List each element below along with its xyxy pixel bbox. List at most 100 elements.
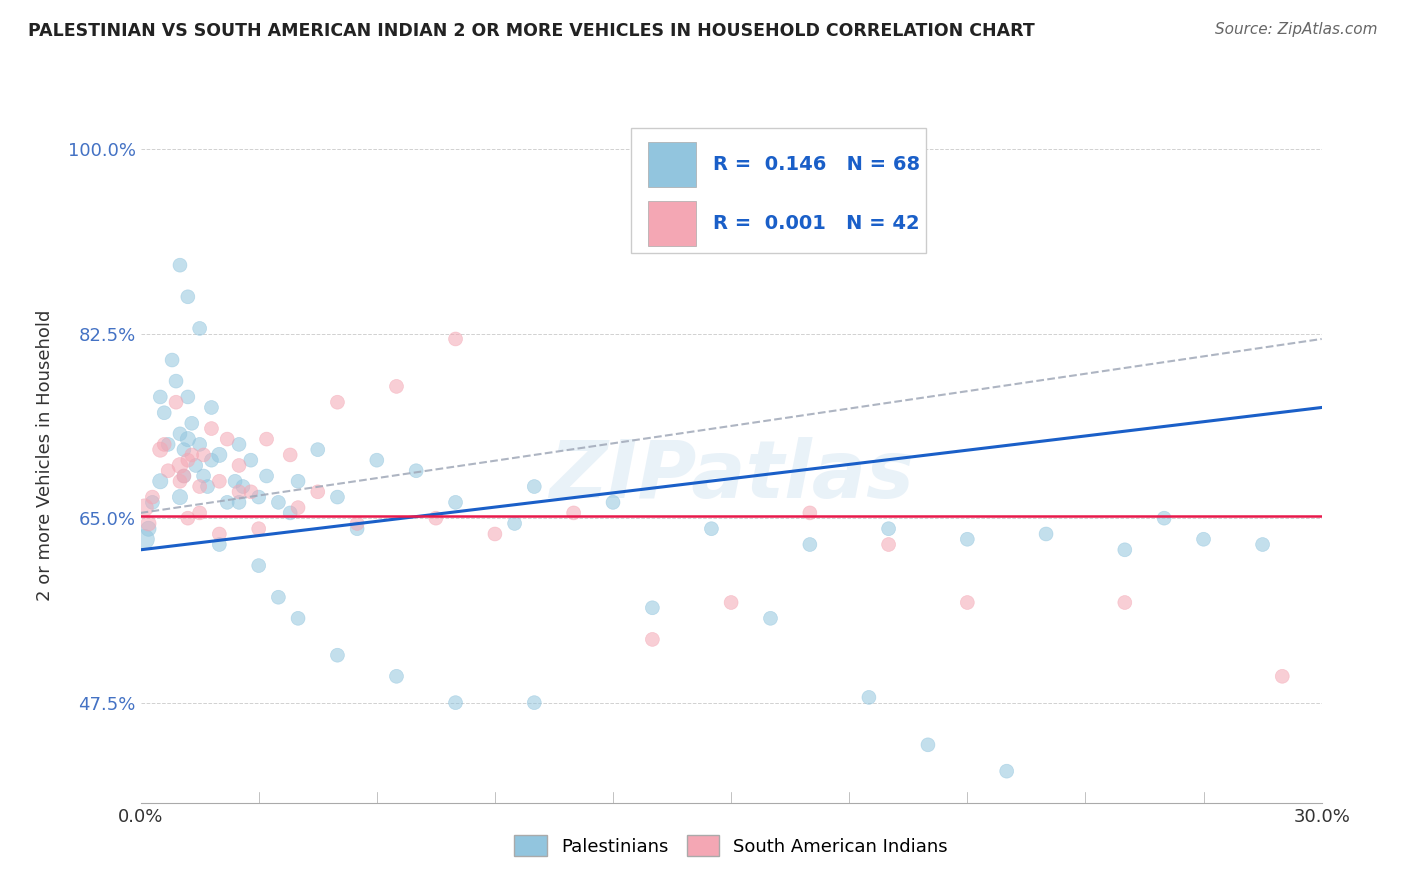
Point	[208, 448, 231, 462]
Point	[184, 458, 207, 473]
Point	[799, 537, 821, 551]
Point	[157, 437, 180, 451]
Text: R =  0.001   N = 42: R = 0.001 N = 42	[713, 214, 920, 233]
Point	[177, 432, 200, 446]
Point	[173, 469, 195, 483]
Point	[208, 475, 231, 489]
Point	[1153, 511, 1175, 525]
Point	[180, 417, 202, 431]
Point	[326, 648, 349, 663]
Point	[287, 611, 309, 625]
Point	[326, 395, 349, 409]
Point	[177, 390, 200, 404]
Point	[165, 395, 187, 409]
Point	[1114, 542, 1136, 557]
Point	[366, 453, 388, 467]
Point	[177, 511, 200, 525]
Point	[239, 453, 262, 467]
Y-axis label: 2 or more Vehicles in Household: 2 or more Vehicles in Household	[35, 310, 53, 600]
Point	[877, 537, 900, 551]
Point	[169, 258, 191, 272]
Point	[278, 448, 301, 462]
Point	[224, 475, 246, 489]
Point	[149, 475, 172, 489]
Point	[641, 600, 664, 615]
Point	[138, 522, 160, 536]
Point	[1271, 669, 1294, 683]
Point	[385, 379, 408, 393]
Point	[425, 511, 447, 525]
Point	[346, 522, 368, 536]
Point	[444, 332, 467, 346]
Point	[956, 595, 979, 609]
Point	[169, 426, 191, 441]
Point	[138, 516, 160, 531]
Point	[188, 506, 211, 520]
Point	[287, 500, 309, 515]
Point	[602, 495, 624, 509]
Point	[169, 475, 191, 489]
Point	[287, 475, 309, 489]
Point	[326, 490, 349, 504]
Point	[177, 290, 200, 304]
Point	[200, 421, 222, 435]
Point	[256, 432, 278, 446]
Point	[995, 764, 1018, 779]
Point	[405, 464, 427, 478]
Point	[247, 490, 270, 504]
Point	[267, 495, 290, 509]
Point	[267, 591, 290, 605]
Point	[956, 533, 979, 547]
Point	[169, 490, 191, 504]
Point	[307, 442, 329, 457]
Point	[256, 469, 278, 483]
Point	[157, 464, 180, 478]
Point	[1251, 537, 1274, 551]
Point	[228, 495, 250, 509]
Point	[153, 406, 176, 420]
Point	[346, 516, 368, 531]
Point	[188, 437, 211, 451]
FancyBboxPatch shape	[631, 128, 927, 253]
Point	[141, 490, 163, 504]
Point	[523, 696, 546, 710]
Point	[858, 690, 880, 705]
Point	[307, 484, 329, 499]
Point	[232, 479, 254, 493]
Point	[149, 390, 172, 404]
Point	[173, 442, 195, 457]
Point	[177, 453, 200, 467]
Point	[165, 374, 187, 388]
Point	[228, 437, 250, 451]
Point	[134, 500, 156, 515]
Point	[228, 484, 250, 499]
Point	[877, 522, 900, 536]
Point	[700, 522, 723, 536]
Point	[385, 669, 408, 683]
Point	[523, 479, 546, 493]
Point	[444, 696, 467, 710]
Point	[153, 437, 176, 451]
Point	[228, 458, 250, 473]
Point	[208, 527, 231, 541]
Point	[149, 442, 172, 457]
Point	[759, 611, 782, 625]
Point	[720, 595, 742, 609]
Legend: Palestinians, South American Indians: Palestinians, South American Indians	[508, 828, 955, 863]
Point	[173, 469, 195, 483]
Bar	[648, 201, 696, 246]
Point	[799, 506, 821, 520]
Point	[444, 495, 467, 509]
Point	[193, 448, 215, 462]
Point	[562, 506, 585, 520]
Point	[160, 353, 183, 368]
Point	[247, 558, 270, 573]
Point	[141, 495, 163, 509]
Text: R =  0.146   N = 68: R = 0.146 N = 68	[713, 155, 921, 174]
Point	[641, 632, 664, 647]
Point	[1192, 533, 1215, 547]
Point	[1035, 527, 1057, 541]
Point	[484, 527, 506, 541]
Point	[188, 479, 211, 493]
Point	[193, 469, 215, 483]
